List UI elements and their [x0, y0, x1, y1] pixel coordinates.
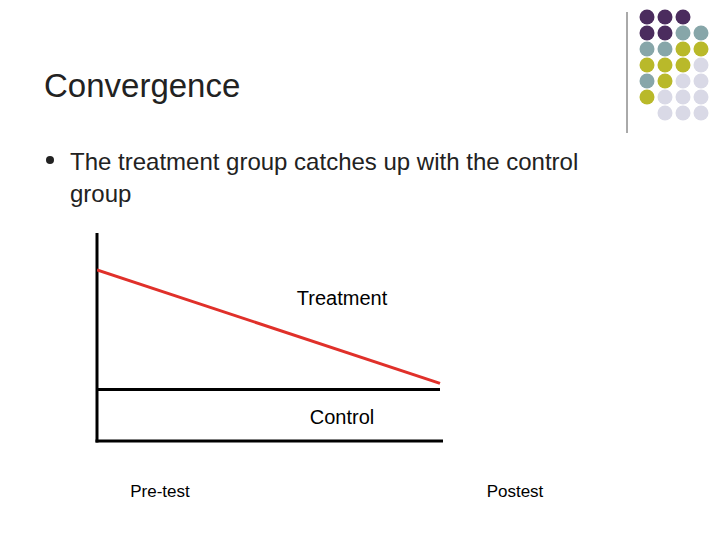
dot: [640, 10, 655, 25]
title: Convergence: [44, 67, 240, 104]
separator: [627, 12, 628, 133]
dot: [676, 10, 691, 25]
x-tick-label: Postest: [487, 482, 544, 501]
dot: [676, 74, 691, 89]
dot: [658, 42, 673, 57]
dot: [676, 90, 691, 105]
dot: [640, 26, 655, 41]
dot: [694, 58, 709, 73]
series-line: [97, 388, 440, 391]
dot: [640, 90, 655, 105]
dot: [658, 58, 673, 73]
y-axis: [96, 233, 99, 443]
dot: [694, 42, 709, 57]
dot: [694, 26, 709, 41]
dot: [694, 90, 709, 105]
plot-marks: [97, 270, 440, 389]
dot: [694, 74, 709, 89]
background: [0, 0, 720, 540]
x-tick-label: Pre-test: [130, 482, 190, 501]
dot: [658, 106, 673, 121]
subtitle: The treatment group catches up with the …: [70, 148, 578, 207]
bullet: [46, 156, 54, 164]
dot: [658, 90, 673, 105]
series-line: [97, 270, 440, 383]
dot: [640, 74, 655, 89]
series-label: Control: [310, 406, 374, 428]
dot: [658, 26, 673, 41]
dot: [676, 26, 691, 41]
dot: [694, 106, 709, 121]
dot: [676, 58, 691, 73]
dot: [676, 42, 691, 57]
x-axis: [96, 440, 444, 443]
series-label: Treatment: [297, 287, 388, 309]
dot: [658, 74, 673, 89]
dot: [640, 42, 655, 57]
slide: Convergence The treatment group catches u…: [0, 0, 720, 540]
dot: [658, 10, 673, 25]
dot-decoration: [640, 10, 709, 121]
dot: [640, 58, 655, 73]
dot: [676, 106, 691, 121]
